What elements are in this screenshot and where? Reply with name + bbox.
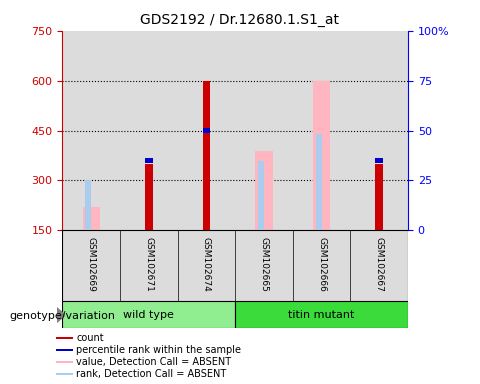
- Bar: [255, 151, 273, 230]
- Bar: [258, 161, 264, 230]
- Bar: [85, 180, 91, 230]
- Text: count: count: [76, 333, 104, 343]
- Bar: [203, 81, 210, 230]
- Text: GDS2192 / Dr.12680.1.S1_at: GDS2192 / Dr.12680.1.S1_at: [141, 13, 339, 27]
- Bar: [313, 81, 330, 230]
- Text: GSM102674: GSM102674: [202, 237, 211, 292]
- Bar: [62, 301, 235, 328]
- Text: GSM102669: GSM102669: [87, 237, 96, 292]
- Bar: [235, 301, 408, 328]
- Bar: [375, 164, 383, 230]
- Bar: [56, 361, 73, 363]
- Text: wild type: wild type: [123, 310, 174, 320]
- Bar: [375, 158, 383, 163]
- Polygon shape: [57, 308, 65, 323]
- Text: GSM102667: GSM102667: [375, 237, 384, 292]
- Text: percentile rank within the sample: percentile rank within the sample: [76, 345, 241, 355]
- Text: GSM102665: GSM102665: [260, 237, 268, 292]
- Text: rank, Detection Call = ABSENT: rank, Detection Call = ABSENT: [76, 369, 227, 379]
- Text: genotype/variation: genotype/variation: [10, 311, 116, 321]
- Bar: [145, 158, 153, 163]
- Text: GSM102671: GSM102671: [144, 237, 153, 292]
- Text: GSM102666: GSM102666: [317, 237, 326, 292]
- Bar: [56, 373, 73, 375]
- Bar: [56, 337, 73, 339]
- Text: value, Detection Call = ABSENT: value, Detection Call = ABSENT: [76, 357, 231, 367]
- Bar: [145, 164, 153, 230]
- Bar: [56, 349, 73, 351]
- Bar: [83, 207, 100, 230]
- Bar: [203, 128, 210, 133]
- Bar: [316, 134, 322, 230]
- Text: titin mutant: titin mutant: [288, 310, 355, 320]
